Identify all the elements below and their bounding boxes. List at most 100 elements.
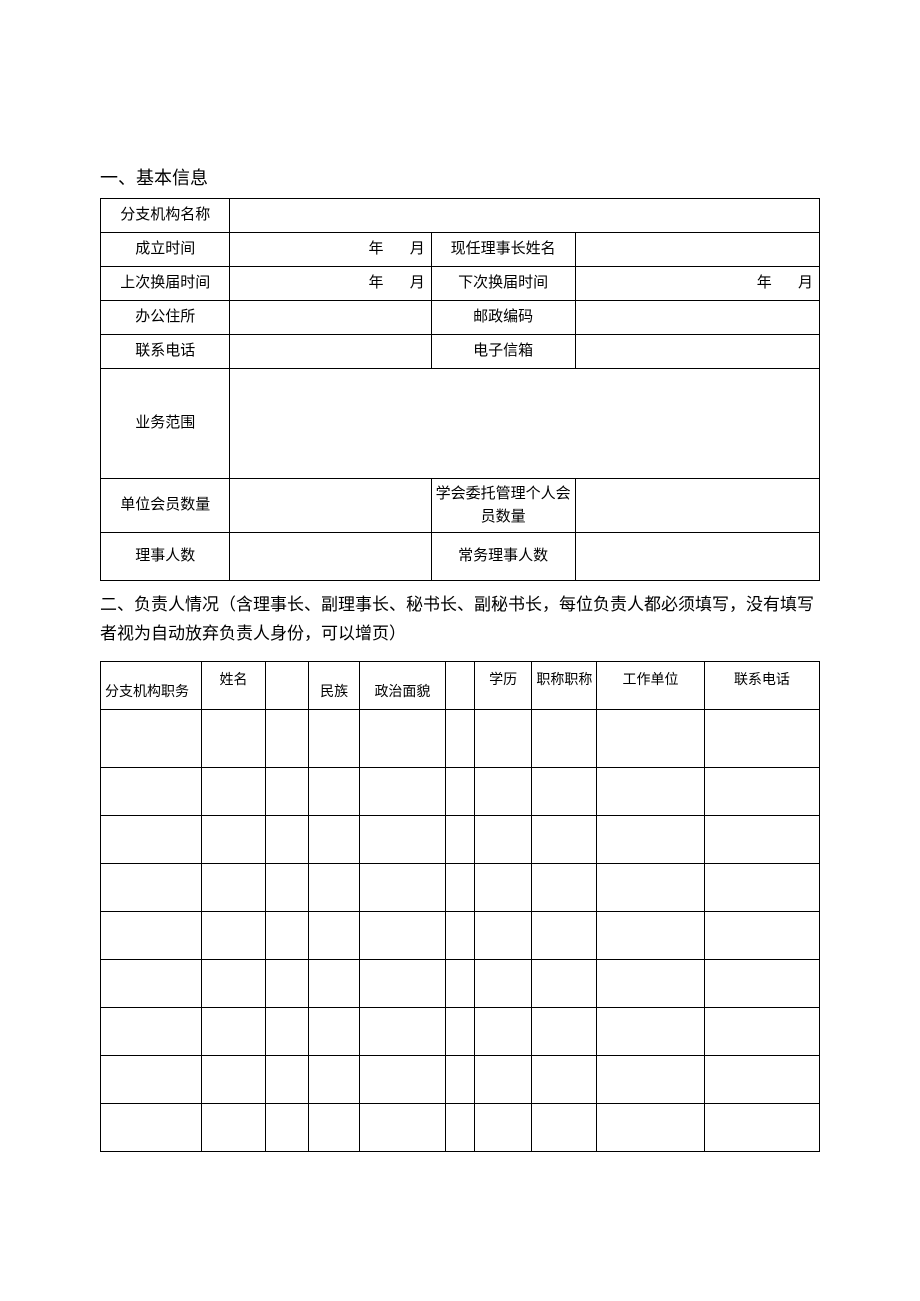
personnel-cell[interactable] [474,1007,532,1055]
personnel-cell[interactable] [474,911,532,959]
personnel-cell[interactable] [704,863,819,911]
personnel-cell[interactable] [704,1103,819,1151]
personnel-cell[interactable] [309,1103,359,1151]
personnel-cell[interactable] [359,767,445,815]
personnel-cell[interactable] [446,863,475,911]
personnel-cell[interactable] [474,709,532,767]
value-phone[interactable] [230,335,431,369]
personnel-cell[interactable] [704,1055,819,1103]
personnel-cell[interactable] [266,815,309,863]
personnel-cell[interactable] [359,911,445,959]
personnel-cell[interactable] [532,911,597,959]
personnel-cell[interactable] [532,767,597,815]
personnel-cell[interactable] [101,863,202,911]
personnel-cell[interactable] [704,1007,819,1055]
personnel-cell[interactable] [532,863,597,911]
personnel-cell[interactable] [446,1007,475,1055]
value-chairman[interactable] [575,233,819,267]
value-email[interactable] [575,335,819,369]
value-office-addr[interactable] [230,301,431,335]
personnel-cell[interactable] [446,1103,475,1151]
personnel-cell[interactable] [101,709,202,767]
value-next-election[interactable]: 年 月 [575,267,819,301]
value-last-election[interactable]: 年 月 [230,267,431,301]
personnel-cell[interactable] [704,767,819,815]
value-standing-directors[interactable] [575,533,819,581]
personnel-cell[interactable] [101,815,202,863]
personnel-cell[interactable] [597,767,705,815]
personnel-cell[interactable] [309,767,359,815]
personnel-cell[interactable] [309,815,359,863]
personnel-cell[interactable] [532,815,597,863]
personnel-cell[interactable] [266,959,309,1007]
personnel-cell[interactable] [266,1103,309,1151]
personnel-cell[interactable] [359,959,445,1007]
value-postal[interactable] [575,301,819,335]
value-directors[interactable] [230,533,431,581]
personnel-cell[interactable] [101,911,202,959]
personnel-cell[interactable] [446,767,475,815]
personnel-cell[interactable] [359,815,445,863]
personnel-cell[interactable] [597,709,705,767]
personnel-cell[interactable] [597,863,705,911]
personnel-cell[interactable] [597,815,705,863]
personnel-cell[interactable] [101,959,202,1007]
personnel-cell[interactable] [201,911,266,959]
personnel-cell[interactable] [309,709,359,767]
personnel-cell[interactable] [101,1007,202,1055]
personnel-cell[interactable] [446,959,475,1007]
personnel-cell[interactable] [359,1007,445,1055]
personnel-cell[interactable] [532,1007,597,1055]
personnel-cell[interactable] [359,1055,445,1103]
personnel-cell[interactable] [309,959,359,1007]
personnel-cell[interactable] [201,1055,266,1103]
personnel-cell[interactable] [597,1103,705,1151]
personnel-cell[interactable] [474,1103,532,1151]
personnel-cell[interactable] [446,911,475,959]
personnel-cell[interactable] [474,1055,532,1103]
personnel-cell[interactable] [266,1055,309,1103]
personnel-cell[interactable] [201,709,266,767]
value-established[interactable]: 年 月 [230,233,431,267]
personnel-cell[interactable] [309,863,359,911]
personnel-cell[interactable] [474,863,532,911]
personnel-cell[interactable] [704,709,819,767]
personnel-cell[interactable] [309,1055,359,1103]
personnel-cell[interactable] [359,709,445,767]
personnel-cell[interactable] [201,959,266,1007]
personnel-cell[interactable] [266,767,309,815]
personnel-cell[interactable] [532,709,597,767]
personnel-cell[interactable] [101,767,202,815]
personnel-cell[interactable] [201,815,266,863]
personnel-cell[interactable] [201,1007,266,1055]
value-unit-members[interactable] [230,479,431,533]
personnel-cell[interactable] [266,1007,309,1055]
personnel-cell[interactable] [597,911,705,959]
personnel-cell[interactable] [266,709,309,767]
value-scope[interactable] [230,369,820,479]
personnel-cell[interactable] [597,959,705,1007]
personnel-cell[interactable] [532,959,597,1007]
personnel-cell[interactable] [474,767,532,815]
value-branch-name[interactable] [230,199,820,233]
personnel-cell[interactable] [266,863,309,911]
personnel-cell[interactable] [309,1007,359,1055]
personnel-cell[interactable] [201,863,266,911]
personnel-cell[interactable] [532,1103,597,1151]
personnel-cell[interactable] [101,1103,202,1151]
personnel-cell[interactable] [704,959,819,1007]
personnel-cell[interactable] [309,911,359,959]
personnel-cell[interactable] [474,959,532,1007]
personnel-cell[interactable] [474,815,532,863]
value-delegated-members[interactable] [575,479,819,533]
personnel-cell[interactable] [446,1055,475,1103]
personnel-cell[interactable] [597,1055,705,1103]
personnel-cell[interactable] [201,767,266,815]
personnel-cell[interactable] [532,1055,597,1103]
personnel-cell[interactable] [704,911,819,959]
personnel-cell[interactable] [446,709,475,767]
personnel-cell[interactable] [101,1055,202,1103]
personnel-cell[interactable] [266,911,309,959]
personnel-cell[interactable] [446,815,475,863]
personnel-cell[interactable] [597,1007,705,1055]
